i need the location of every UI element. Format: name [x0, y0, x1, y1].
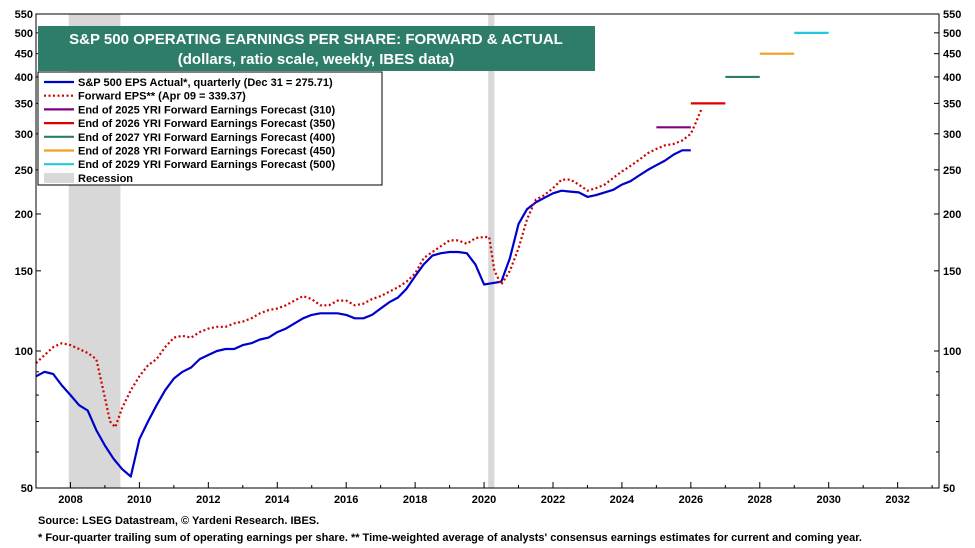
- legend-label-2: End of 2025 YRI Forward Earnings Forecas…: [78, 104, 335, 116]
- footnote: * Four-quarter trailing sum of operating…: [38, 532, 862, 544]
- y-tick-label-right-150: 150: [943, 266, 961, 278]
- x-tick-label-2010: 2010: [127, 494, 151, 506]
- y-tick-label-right-100: 100: [943, 346, 961, 358]
- legend-label-1: Forward EPS** (Apr 09 = 339.37): [78, 91, 246, 103]
- y-tick-label-right-200: 200: [943, 209, 961, 221]
- x-tick-label-2016: 2016: [334, 494, 358, 506]
- x-tick-label-2022: 2022: [541, 494, 565, 506]
- y-tick-label-left-500: 500: [15, 28, 33, 40]
- y-tick-label-left-550: 550: [15, 9, 33, 21]
- legend-label-7: Recession: [78, 173, 133, 185]
- eps-chart: 50 100 150 200 250 300 350 400 450 500 550 50 100 15…: [15, 9, 962, 506]
- chart-title: S&P 500 OPERATING EARNINGS PER SHARE: FO…: [69, 31, 563, 48]
- y-axis-left-ticks: 50 100 150 200 250 300 350 400 450 500 550: [15, 9, 41, 495]
- x-axis-ticks: 2008 2010 2012 2014 2016 2018 2020 2022 2024 2026…: [35, 482, 933, 506]
- legend-label-4: End of 2027 YRI Forward Earnings Forecas…: [78, 132, 335, 144]
- legend-frame: [37, 71, 383, 186]
- forecast-lines: [656, 31, 829, 129]
- y-tick-label-left-400: 400: [15, 72, 33, 84]
- y-tick-label-right-450: 450: [943, 49, 961, 61]
- plot-frame: [35, 13, 940, 489]
- y-tick-label-right-300: 300: [943, 129, 961, 141]
- source-note: Source: LSEG Datastream, © Yardeni Resea…: [38, 515, 320, 527]
- y-tick-label-left-300: 300: [15, 129, 33, 141]
- y-tick-label-right-350: 350: [943, 98, 961, 110]
- legend-label-5: End of 2028 YRI Forward Earnings Forecas…: [78, 146, 335, 158]
- x-tick-label-2030: 2030: [816, 494, 840, 506]
- y-tick-label-left-50: 50: [21, 483, 33, 495]
- x-tick-label-2024: 2024: [610, 494, 635, 506]
- series-lines: [35, 109, 703, 478]
- legend-label-6: End of 2029 YRI Forward Earnings Forecas…: [78, 159, 335, 171]
- chart-subtitle: (dollars, ratio scale, weekly, IBES data…: [178, 51, 455, 68]
- x-tick-label-2032: 2032: [885, 494, 909, 506]
- y-tick-label-left-450: 450: [15, 49, 33, 61]
- y-tick-label-left-200: 200: [15, 209, 33, 221]
- y-tick-label-right-400: 400: [943, 72, 961, 84]
- legend-label-3: End of 2026 YRI Forward Earnings Forecas…: [78, 118, 335, 130]
- forward-eps-line: [35, 109, 703, 429]
- x-tick-label-2008: 2008: [58, 494, 82, 506]
- x-tick-label-2012: 2012: [196, 494, 220, 506]
- x-tick-label-2026: 2026: [679, 494, 703, 506]
- chart-legend: S&P 500 EPS Actual*, quarterly (Dec 31 =…: [37, 71, 383, 186]
- x-tick-label-2028: 2028: [748, 494, 772, 506]
- y-tick-label-right-50: 50: [943, 483, 955, 495]
- y-tick-label-right-550: 550: [943, 9, 961, 21]
- y-tick-label-left-350: 350: [15, 98, 33, 110]
- eps-actual-line: [35, 149, 691, 478]
- legend-swatch-recession: [44, 172, 74, 183]
- y-tick-label-right-500: 500: [943, 28, 961, 40]
- y-tick-label-left-250: 250: [15, 165, 33, 177]
- x-tick-label-2020: 2020: [472, 494, 496, 506]
- y-axis-right-ticks: 50 100 150 200 250 300 350 400 450 500 550: [934, 9, 961, 495]
- y-tick-label-left-100: 100: [15, 346, 33, 358]
- y-tick-label-left-150: 150: [15, 266, 33, 278]
- x-tick-label-2018: 2018: [403, 494, 427, 506]
- title-background: [38, 26, 595, 71]
- x-tick-label-2014: 2014: [265, 494, 290, 506]
- legend-label-0: S&P 500 EPS Actual*, quarterly (Dec 31 =…: [78, 77, 333, 89]
- y-tick-label-right-250: 250: [943, 165, 961, 177]
- chart-title-box: S&P 500 OPERATING EARNINGS PER SHARE: FO…: [38, 26, 595, 71]
